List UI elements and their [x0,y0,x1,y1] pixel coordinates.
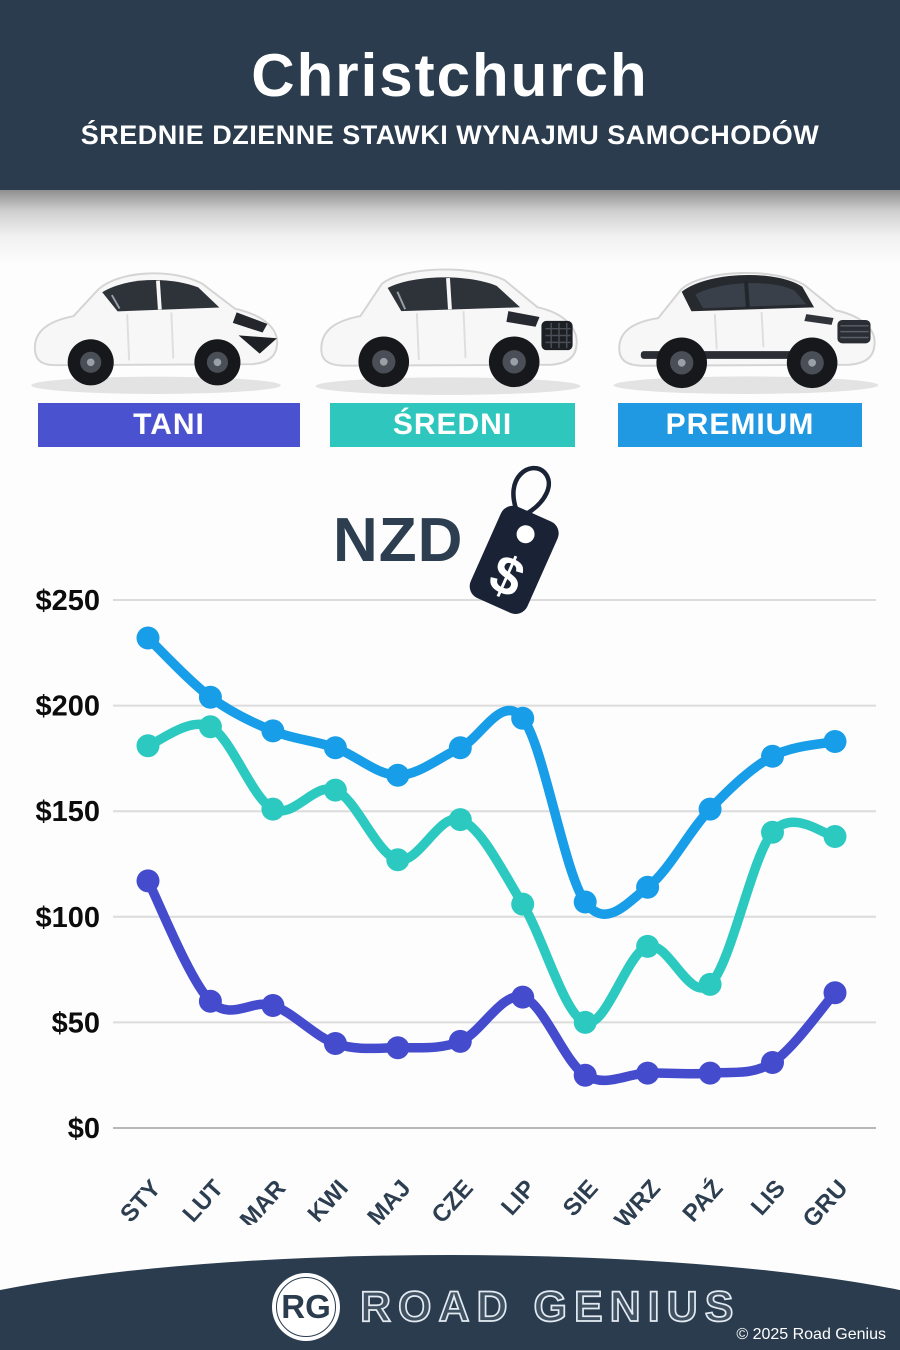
x-axis-month-label: GRU [798,1175,854,1225]
data-point-premium [198,685,222,709]
road-genius-logo: RG [272,1273,340,1341]
data-point-tani [573,1063,597,1087]
category-label-tani: TANI [38,403,300,447]
y-axis-tick-label: $100 [35,902,100,934]
data-point-tani [323,1032,347,1055]
data-point-premium [386,763,410,787]
x-axis-month-label: KWI [303,1175,354,1225]
data-point-premium [448,736,472,760]
y-axis-tick-label: $150 [35,796,100,828]
header-shadow-gradient [0,190,900,265]
hatchback-car-image [31,272,281,394]
data-point-tani [636,1061,660,1085]
data-point-tani [511,985,535,1009]
data-point-tani [448,1029,472,1053]
data-point-premium [761,744,784,768]
x-axis-month-label: WRZ [609,1175,666,1225]
data-point-premium [323,736,347,760]
x-axis-month-label: MAJ [362,1175,416,1225]
data-point-sredni [511,892,535,916]
x-axis-month-label: LIP [496,1175,541,1221]
data-point-sredni [636,934,660,958]
page-title: Christchurch [251,42,649,109]
data-point-premium [261,719,285,743]
x-axis-month-label: CZE [427,1175,479,1225]
price-tag-icon: $ [469,465,559,614]
category-label-sredni: ŚREDNI [330,403,575,447]
data-point-sredni [573,1010,597,1034]
data-point-tani [761,1051,784,1074]
data-point-premium [823,730,847,753]
data-point-premium [573,890,597,914]
data-point-sredni [261,797,285,821]
data-point-premium [636,875,660,899]
footer [0,1255,900,1350]
y-axis-tick-label: $50 [52,1007,100,1039]
currency-label: NZD [333,506,464,575]
midsize-suv-car-image [315,268,581,395]
x-axis-month-label: LUT [178,1175,230,1225]
data-point-tani [261,994,285,1017]
copyright-text: © 2025 Road Genius [736,1326,886,1343]
category-label-premium: PREMIUM [618,403,862,447]
data-point-premium [511,706,535,730]
brand-name: ROAD GENIUS [359,1282,741,1332]
data-point-sredni [698,972,722,996]
data-point-sredni [323,778,347,802]
page-subtitle: ŚREDNIE DZIENNE STAWKI WYNAJMU SAMOCHODÓ… [80,120,820,150]
x-axis-month-label: PAŹ [677,1174,729,1225]
x-axis-month-label: MAR [235,1175,292,1225]
x-axis-month-label: SIE [558,1175,604,1222]
data-point-tani [136,869,160,893]
data-point-premium [136,626,160,650]
data-point-tani [386,1036,410,1060]
x-axis-month-label: STY [115,1175,166,1225]
series-line-sredni [143,719,840,1028]
data-point-sredni [386,848,410,872]
data-point-sredni [823,825,847,848]
premium-suv-car-image [613,272,879,394]
series-line-tani [143,876,840,1086]
car-windows [387,277,521,312]
x-axis-month-label: LIS [746,1175,791,1221]
y-axis-tick-label: $250 [35,585,100,617]
data-point-sredni [448,808,472,832]
data-point-tani [198,989,222,1013]
data-point-sredni [136,734,160,758]
header: Christchurch ŚREDNIE DZIENNE STAWKI WYNA… [0,0,900,190]
data-point-tani [698,1061,722,1085]
data-point-tani [823,981,847,1005]
logo-initials: RG [281,1288,331,1325]
data-point-premium [698,797,722,821]
rental-rates-line-chart: $250 $200 $150 $100 $50 $0 STY LUT MAR KWI MAJ CZE L… [35,585,876,1225]
data-point-sredni [198,715,222,739]
car-windows [695,283,807,309]
y-axis-tick-label: $0 [68,1113,100,1145]
data-point-sredni [761,820,784,844]
y-axis-tick-label: $200 [35,691,100,723]
